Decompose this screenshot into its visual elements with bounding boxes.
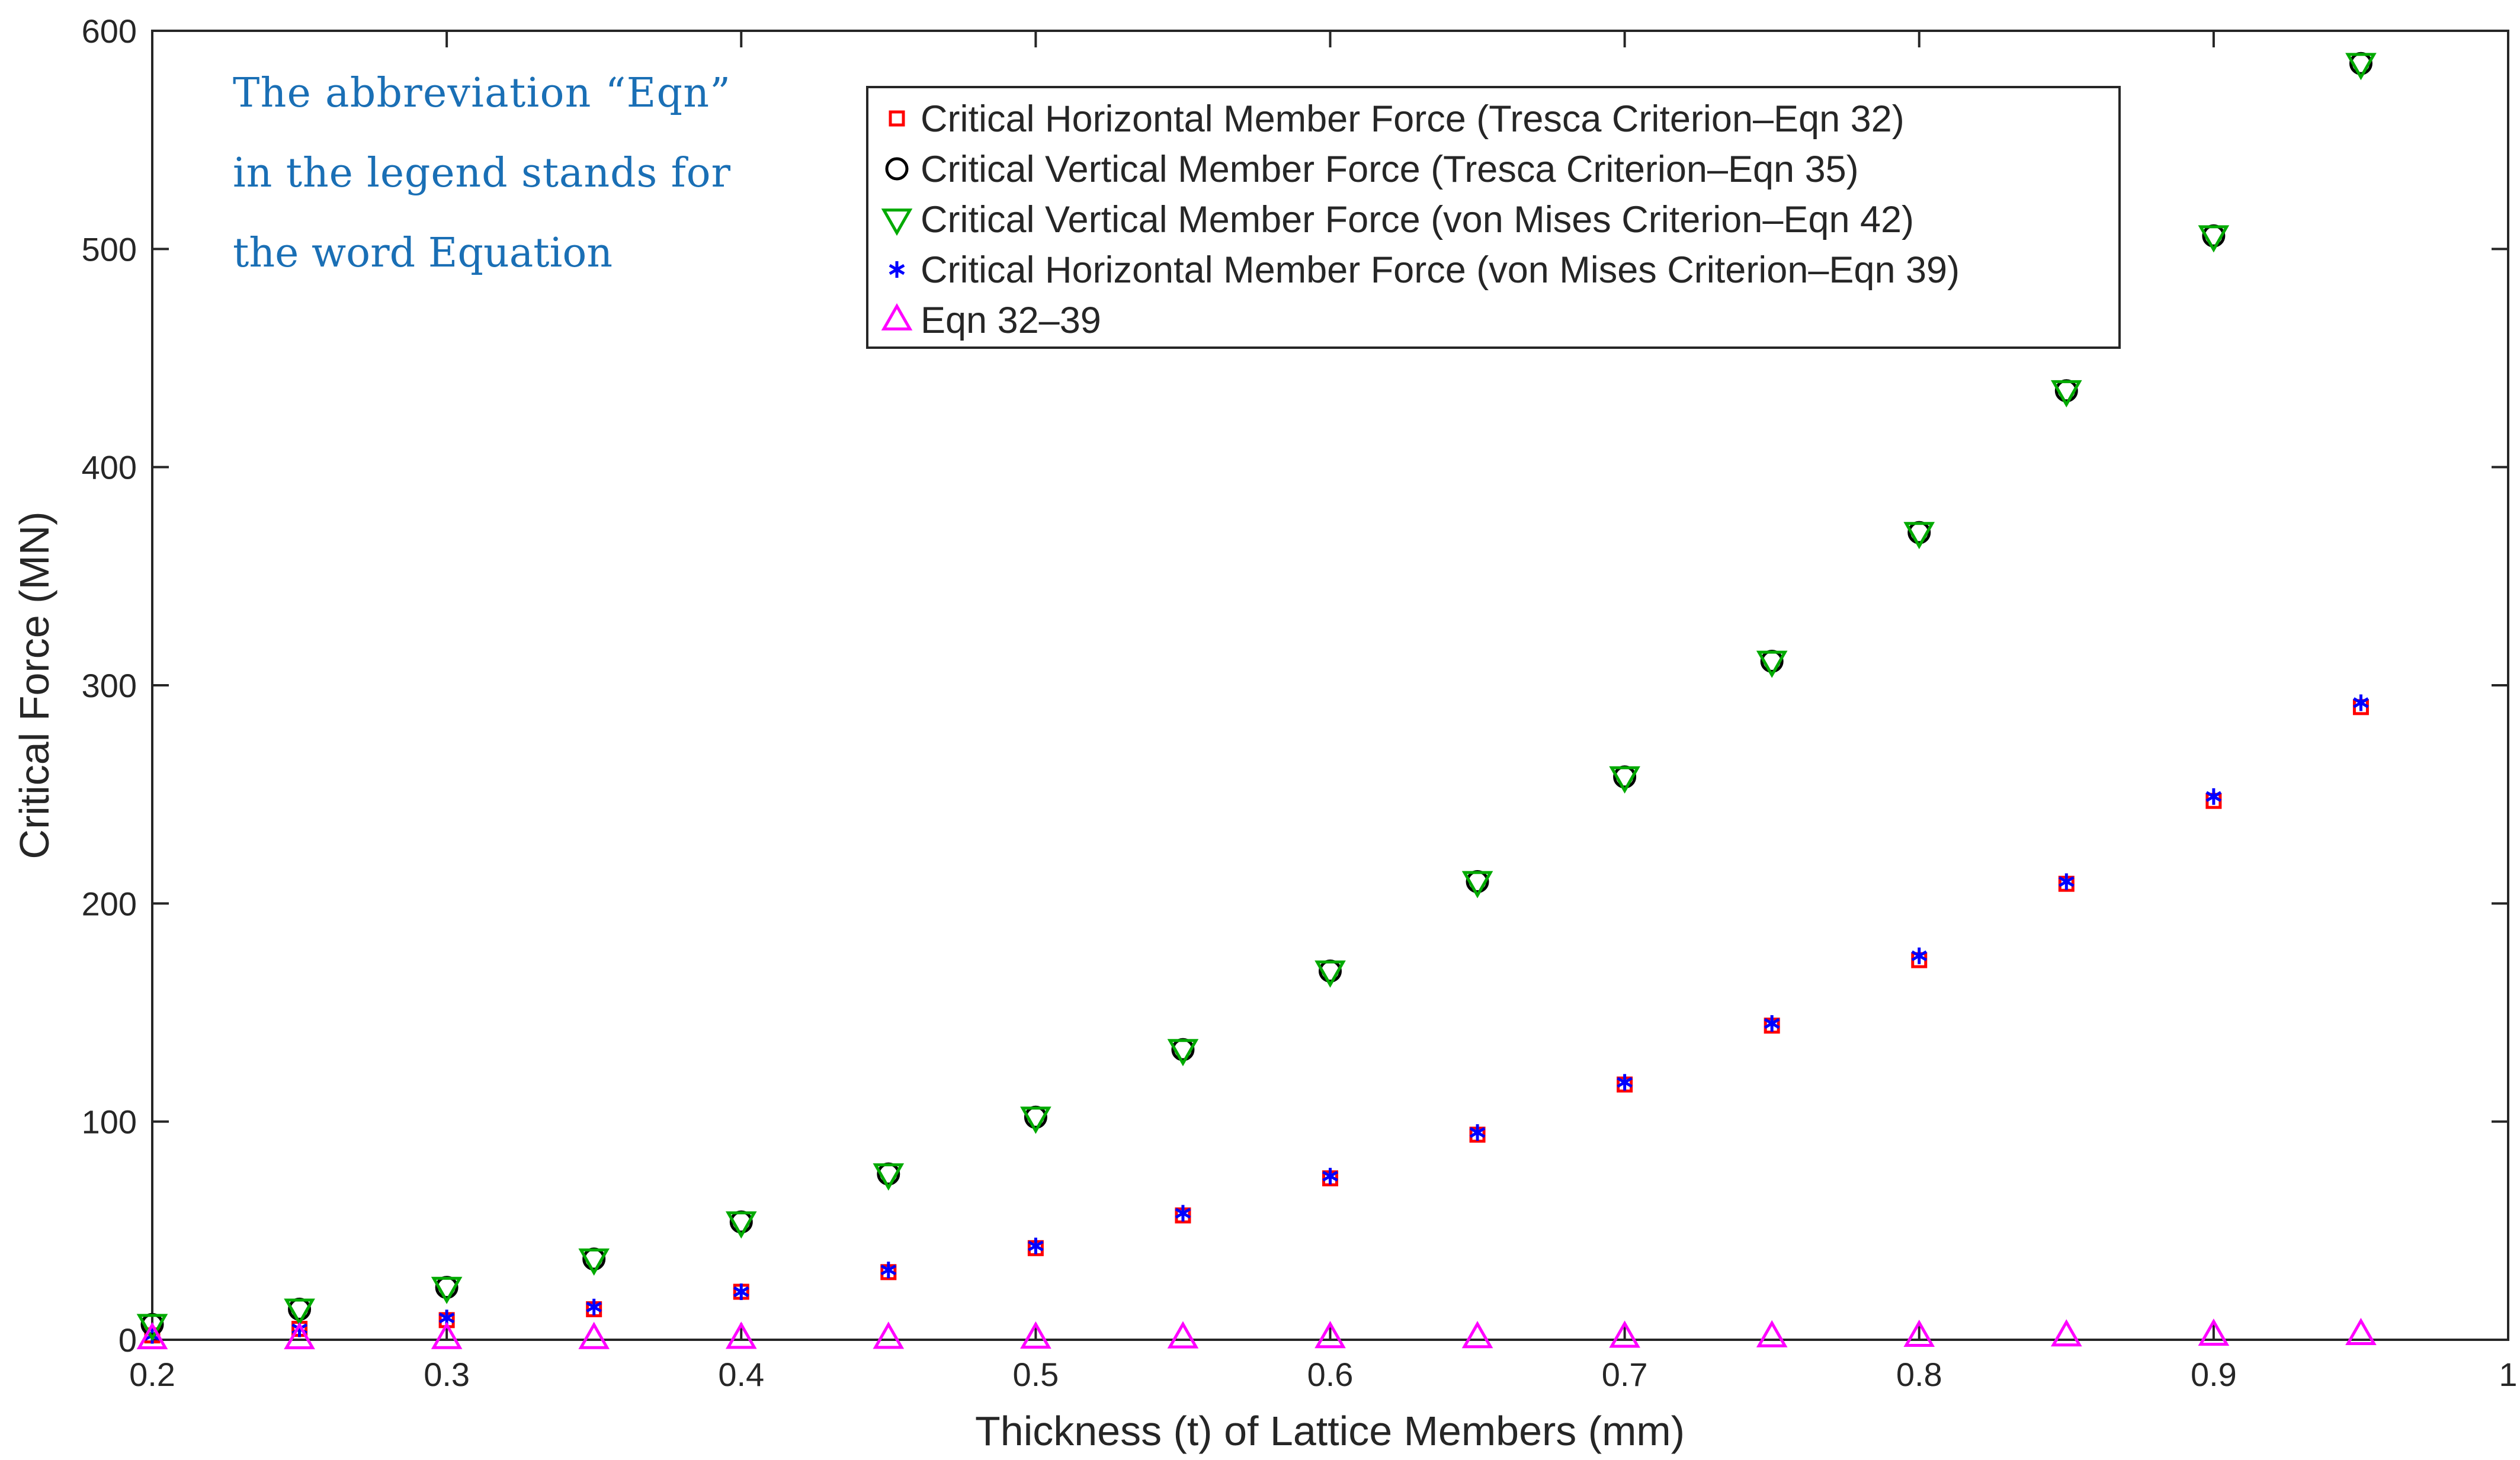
x-tick-label: 0.8 xyxy=(1896,1356,1942,1393)
x-tick-label: 0.3 xyxy=(424,1356,470,1393)
data-point xyxy=(1167,1039,1199,1067)
data-point xyxy=(2205,788,2222,805)
y-tick-label: 400 xyxy=(82,449,137,486)
data-point xyxy=(1617,1074,1633,1091)
x-tick-label: 0.5 xyxy=(1012,1356,1059,1393)
annotation-line: the word Equation xyxy=(233,230,613,277)
y-tick-label: 200 xyxy=(82,885,137,922)
tick-labels: 0.2 0.3 0.4 0.5 0.6 0.7 0.8 0.9 1 0 100 200 300 400 50… xyxy=(82,12,2518,1393)
x-tick-label: 1 xyxy=(2499,1356,2517,1393)
x-tick-label: 0.7 xyxy=(1602,1356,1648,1393)
data-point xyxy=(136,1322,168,1350)
data-point xyxy=(873,1321,905,1349)
y-tick-label: 0 xyxy=(118,1321,137,1359)
data-point xyxy=(1756,650,1788,678)
series-asterisk xyxy=(144,694,2369,1344)
data-point xyxy=(136,1314,168,1342)
data-point xyxy=(1167,1321,1199,1349)
data-points xyxy=(136,52,2377,1350)
data-point xyxy=(2353,694,2369,711)
data-point xyxy=(2345,1318,2377,1346)
data-point xyxy=(2198,1318,2230,1346)
data-point xyxy=(1756,1320,1788,1347)
legend-marker xyxy=(881,303,913,330)
data-point xyxy=(873,1163,905,1191)
data-point xyxy=(431,1276,463,1304)
data-point xyxy=(2051,1319,2082,1347)
data-point xyxy=(1903,522,1935,550)
data-point xyxy=(1028,1237,1044,1254)
y-tick-label: 600 xyxy=(82,12,137,50)
data-point xyxy=(284,1322,315,1350)
x-tick-label: 0.4 xyxy=(718,1356,764,1393)
legend: Critical Horizontal Member Force (Tresca… xyxy=(866,86,2121,349)
data-point xyxy=(880,1262,897,1279)
data-point xyxy=(1469,1124,1486,1141)
data-point xyxy=(2198,225,2230,253)
data-point xyxy=(1903,1319,1935,1347)
data-point xyxy=(1314,960,1346,988)
data-point xyxy=(1609,1320,1640,1348)
x-tick-label: 0.6 xyxy=(1307,1356,1354,1393)
data-point xyxy=(2058,873,2075,890)
annotation-line: The abbreviation “Eqn” xyxy=(233,70,730,117)
data-point xyxy=(1020,1321,1051,1349)
series-triangle-down xyxy=(136,53,2377,1342)
data-point xyxy=(1764,1015,1780,1032)
legend-label: Critical Vertical Member Force (Tresca C… xyxy=(921,149,1859,190)
data-point xyxy=(284,1298,315,1326)
legend-label: Critical Horizontal Member Force (von Mi… xyxy=(921,249,1960,291)
annotation-note: The abbreviation “Eqn” in the legend sta… xyxy=(233,70,730,277)
annotation-line: in the legend stands for xyxy=(233,150,730,197)
data-point xyxy=(1461,871,1493,899)
data-point xyxy=(1314,1321,1346,1349)
data-point xyxy=(578,1321,610,1349)
x-tick-label: 0.2 xyxy=(129,1356,175,1393)
data-point xyxy=(725,1321,757,1349)
legend-marker xyxy=(881,208,913,236)
y-tick-label: 100 xyxy=(82,1103,137,1141)
legend-label: Critical Vertical Member Force (von Mise… xyxy=(921,199,1914,240)
data-point xyxy=(1322,1167,1338,1185)
data-point xyxy=(1461,1321,1493,1349)
data-point xyxy=(586,1298,602,1315)
y-axis-label: Critical Force (MN) xyxy=(11,511,57,859)
x-axis-label: Thickness (t) of Lattice Members (mm) xyxy=(975,1408,1685,1454)
data-point xyxy=(2051,380,2082,407)
data-point xyxy=(2345,53,2377,81)
y-tick-label: 500 xyxy=(82,230,137,268)
data-point xyxy=(578,1248,610,1276)
x-tick-label: 0.9 xyxy=(2191,1356,2237,1393)
data-point xyxy=(431,1321,463,1349)
legend-label: Critical Horizontal Member Force (Tresca… xyxy=(921,98,1905,140)
legend-marker xyxy=(889,261,905,278)
data-point xyxy=(1175,1205,1191,1222)
y-tick-label: 300 xyxy=(82,667,137,704)
data-point xyxy=(1020,1106,1051,1134)
data-point xyxy=(1911,947,1928,964)
series-triangle-up xyxy=(136,1318,2377,1350)
legend-box xyxy=(866,86,2121,349)
legend-marker xyxy=(889,110,905,127)
data-point xyxy=(733,1283,749,1300)
legend-marker xyxy=(885,157,909,181)
legend-label: Eqn 32–39 xyxy=(921,300,1101,341)
data-point xyxy=(725,1211,757,1239)
data-point xyxy=(1609,766,1640,794)
